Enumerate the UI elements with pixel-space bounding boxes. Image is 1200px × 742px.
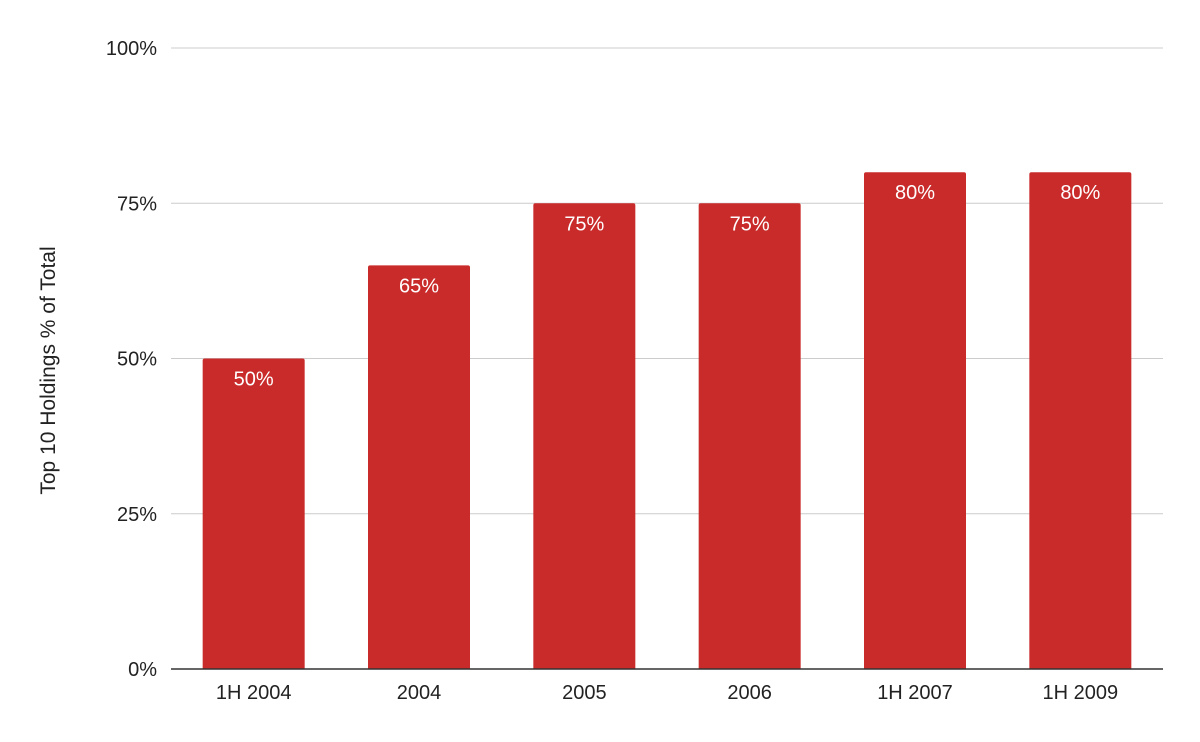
y-axis-label: Top 10 Holdings % of Total [37,246,60,494]
bar [864,172,966,669]
x-tick-label: 2006 [727,682,772,704]
bar [368,265,470,669]
x-tick-label: 1H 2004 [216,682,292,704]
data-label: 75% [564,213,604,235]
gridlines [171,47,1163,515]
y-tick-label: 0% [128,659,157,681]
bar [698,203,801,669]
y-tick-label: 50% [117,349,157,371]
y-axis-ticks: 0% 25% 50% 75% 100% [106,38,157,681]
data-label: 80% [895,182,935,204]
x-tick-label: 2004 [397,682,442,704]
x-tick-label: 2005 [562,682,607,704]
y-tick-label: 25% [117,504,157,526]
x-axis-ticks: 1H 2004 2004 2005 2006 1H 2007 1H 2009 [216,682,1118,704]
bar [1029,172,1132,669]
bar [533,203,636,669]
data-label: 80% [1060,182,1100,204]
bars [202,172,1132,669]
x-tick-label: 1H 2009 [1043,682,1119,704]
y-tick-label: 100% [106,38,157,60]
data-label: 50% [234,369,274,391]
data-label: 65% [399,275,439,297]
y-tick-label: 75% [117,193,157,215]
x-tick-label: 1H 2007 [877,682,953,704]
bar [202,358,305,669]
data-labels: 50% 65% 75% 75% 80% 80% [234,182,1101,390]
data-label: 75% [730,213,770,235]
